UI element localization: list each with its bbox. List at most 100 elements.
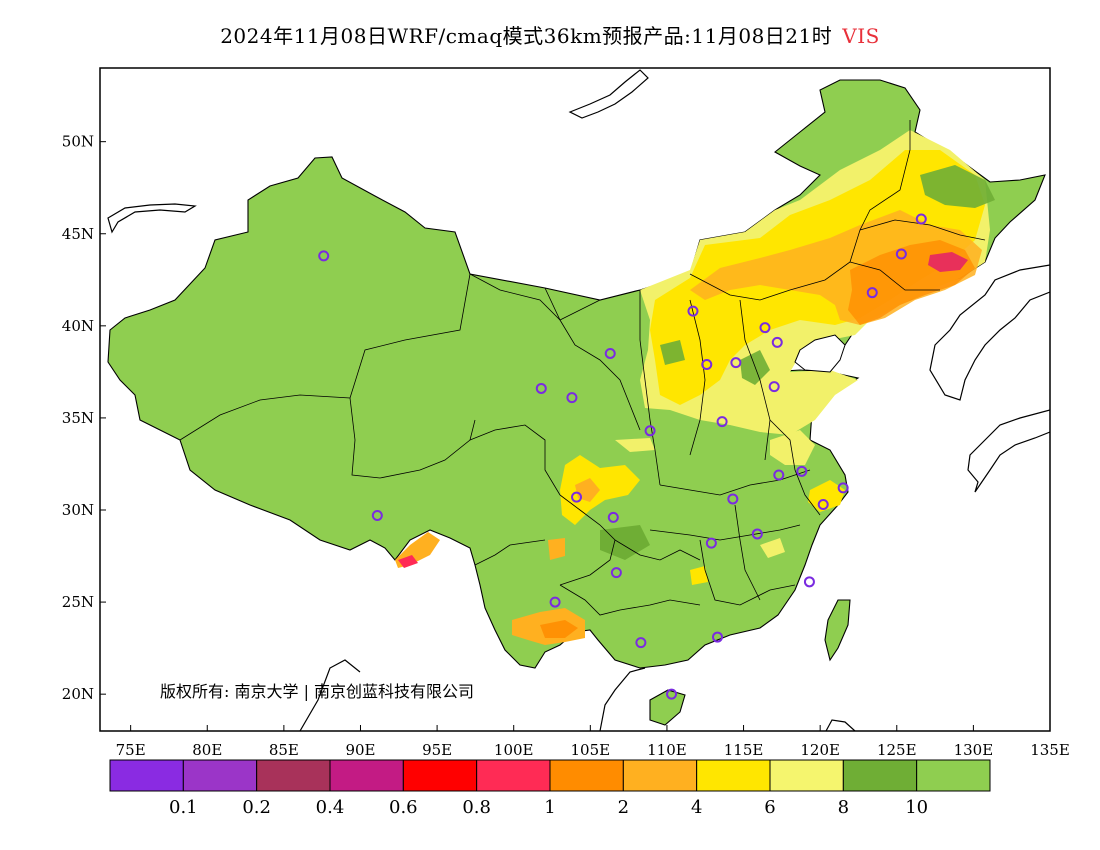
lon-tick-label: 100E: [494, 741, 534, 759]
station-marker: [549, 596, 561, 608]
lon-tick-label: 80E: [192, 741, 222, 759]
coastline-russia-island: [568, 69, 649, 119]
station-marker: [705, 537, 717, 549]
station-marker: [817, 498, 829, 510]
contour-tibet-south-0.8-1: [398, 555, 418, 568]
coastline-japan: [967, 409, 1050, 493]
copyright-text: 版权所有: 南京大学 | 南京创蓝科技有限公司: [160, 682, 474, 701]
boundary-yunnan-guangxi: [559, 584, 701, 616]
station-marker: [607, 511, 619, 523]
boundary-shaanxi: [639, 290, 661, 486]
lon-tick-label: 120E: [800, 741, 840, 759]
station-marker: [571, 491, 583, 503]
boundary-hubei-hunan: [659, 469, 811, 496]
map-title: 2024年11月08日WRF/cmaq模式36km预报产品:11月08日21时 V…: [0, 20, 1100, 49]
latitude-axis: 20N 25N 30N 35N 40N 45N 50N: [62, 133, 106, 703]
station-marker: [604, 347, 616, 359]
map-frame: [99, 67, 1051, 732]
legend-label: 2: [618, 797, 629, 818]
station-marker: [712, 631, 723, 643]
station-marker: [796, 465, 808, 477]
bohai-bay: [794, 334, 846, 373]
contour-shanghai-4-6: [808, 480, 845, 512]
title-text: 2024年11月08日WRF/cmaq模式36km预报产品:11月08日21时: [220, 24, 833, 48]
variable-label: VIS: [842, 24, 880, 48]
boundary-guangdong-fujian: [649, 524, 801, 541]
legend-label: 6: [764, 797, 775, 818]
lon-tick-label: 110E: [647, 741, 687, 759]
lat-tick-label: 25N: [62, 593, 94, 611]
lat-tick-label: 40N: [62, 317, 94, 335]
legend-label: 0.1: [169, 797, 198, 818]
station-marker: [866, 287, 878, 299]
contour-jiangsu-6-8: [770, 430, 815, 465]
longitude-axis: 75E 80E 85E 90E 95E 100E 105E 110E 115E 120E 125E 1…: [116, 725, 1070, 759]
province-boundaries: [179, 120, 986, 616]
station-marker: [610, 567, 622, 579]
legend-swatch: [622, 759, 698, 792]
taiwan-island: [824, 599, 851, 662]
legend-swatch: [402, 759, 478, 792]
boundary-jilin-heilongjiang: [859, 219, 986, 241]
station-marker: [687, 305, 699, 317]
color-legend: 0.1 0.2 0.4 0.6 0.8 1 2 4 6 8 10: [109, 759, 991, 818]
legend-swatch: [916, 759, 991, 792]
legend-label: 0.2: [242, 797, 271, 818]
station-marker: [751, 528, 763, 540]
contour-liaoning-0.8-1: [928, 252, 968, 272]
lon-tick-label: 75E: [116, 741, 146, 759]
boundary-anhui-jiangsu: [769, 419, 821, 516]
legend-label: 1: [544, 797, 555, 818]
station-marker: [318, 250, 330, 262]
contour-heilongjiang-8-10: [920, 165, 995, 208]
contour-yunnan-1-2: [540, 620, 578, 638]
station-marker: [566, 392, 578, 404]
station-marker: [915, 213, 927, 225]
contour-chongqing-6-8: [615, 438, 655, 452]
lon-tick-label: 85E: [269, 741, 299, 759]
legend-swatch: [769, 759, 844, 792]
contour-guizhou-2-4: [548, 538, 565, 560]
station-marker: [644, 425, 656, 437]
station-marker: [837, 482, 849, 494]
legend-swatch: [696, 759, 771, 792]
station-marker: [771, 336, 783, 348]
lon-tick-label: 125E: [877, 741, 917, 759]
contour-hunan-4-6: [690, 566, 708, 585]
station-marker: [730, 357, 742, 369]
lat-tick-label: 45N: [62, 225, 94, 243]
station-marker: [768, 381, 780, 393]
coastline-korea-japan: [929, 264, 1050, 401]
legend-swatch: [329, 759, 404, 792]
station-marker: [535, 382, 547, 394]
coastline-south-border: [299, 659, 361, 731]
boundary-guizhou: [614, 539, 701, 561]
station-marker: [773, 469, 785, 481]
boundary-liaoning-jilin: [849, 261, 940, 291]
boundary-tibet-yunnan: [474, 539, 546, 566]
boundary-xinjiang-tibet: [179, 394, 476, 479]
station-markers: [318, 213, 927, 700]
lake-balkhash: [107, 203, 197, 234]
legend-label: 0.8: [462, 797, 491, 818]
boundary-gansu-inner-mongolia: [469, 273, 601, 321]
coastline-taiwan-sea: [825, 719, 856, 731]
lon-tick-label: 115E: [724, 741, 764, 759]
legend-swatch: [109, 759, 184, 792]
lon-tick-label: 105E: [571, 741, 611, 759]
station-marker: [701, 359, 713, 371]
station-marker: [759, 322, 771, 334]
lat-tick-label: 50N: [62, 133, 94, 151]
legend-swatch: [182, 759, 258, 792]
lat-tick-label: 35N: [62, 409, 94, 427]
legend-swatch: [476, 759, 551, 792]
coastline-southeast-asia: [599, 667, 646, 731]
boundary-xinjiang-qinghai-gansu: [349, 273, 471, 399]
station-marker: [803, 576, 815, 588]
station-marker: [371, 510, 383, 522]
station-marker: [635, 637, 647, 649]
legend-label: 8: [838, 797, 849, 818]
station-marker: [727, 493, 739, 505]
legend-label: 10: [905, 797, 928, 818]
